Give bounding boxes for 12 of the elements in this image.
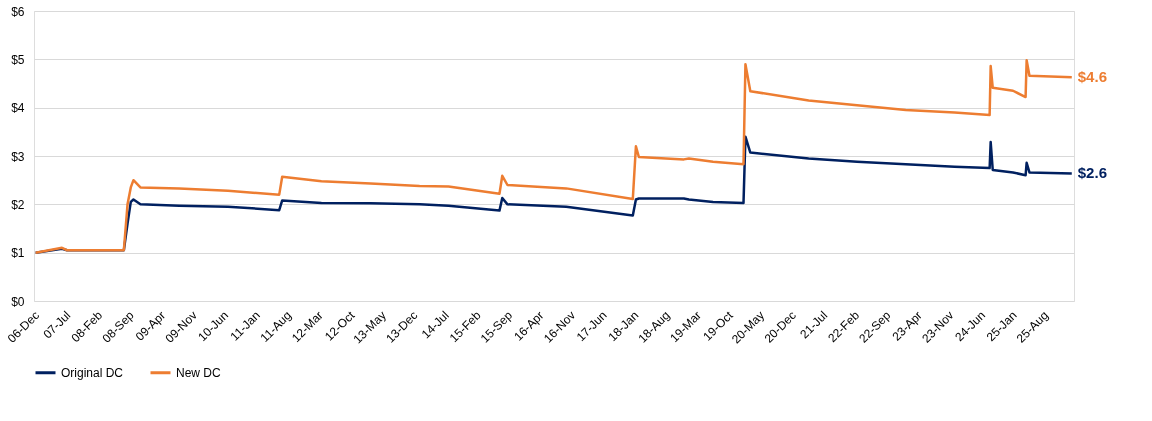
annotation: $2.6 (1077, 164, 1107, 182)
y-tick-label: $1 (11, 246, 25, 261)
y-tick-label: $6 (11, 4, 25, 19)
y-tick-label: $2 (11, 197, 25, 212)
y-tick-label: $5 (11, 52, 25, 67)
line-series (34, 59, 1074, 254)
legend-label: Original DC (61, 365, 124, 380)
y-tick-label: $0 (11, 294, 25, 309)
legend-label: New DC (176, 365, 222, 380)
y-tick-label: $3 (11, 149, 25, 164)
annotation: $4.6 (1077, 68, 1107, 86)
y-tick-label: $4 (11, 101, 25, 116)
